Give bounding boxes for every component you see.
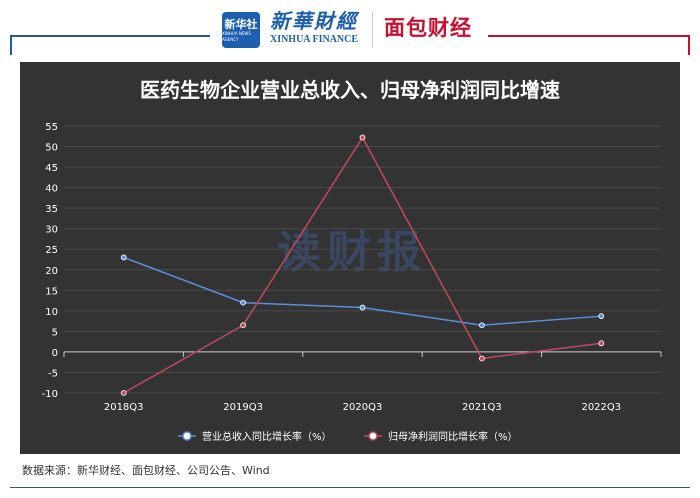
data-point <box>240 299 247 306</box>
x-tick-label: 2022Q3 <box>581 402 621 413</box>
header: 新华社 XINHUA NEWS AGENCY 新華財經 XINHUA FINAN… <box>0 0 700 58</box>
y-tick-label: -10 <box>42 389 58 400</box>
header-rule-left <box>10 35 210 37</box>
y-tick-label: 50 <box>45 143 58 154</box>
data-point <box>359 304 366 311</box>
y-tick-label: 40 <box>45 184 58 195</box>
series-line <box>123 256 602 326</box>
data-point <box>598 313 605 320</box>
y-tick-label: 55 <box>45 122 58 133</box>
x-tick-label: 2021Q3 <box>462 402 502 413</box>
y-tick-label: 20 <box>45 266 58 277</box>
x-tick-label: 2020Q3 <box>343 402 383 413</box>
x-tick-label: 2018Q3 <box>104 402 144 413</box>
data-point <box>240 322 247 329</box>
chart-title: 医药生物企业营业总收入、归母净利润同比增速 <box>140 78 560 102</box>
header-rule-right <box>488 35 690 37</box>
xinhua-logo-subtext: XINHUA NEWS AGENCY <box>222 30 251 42</box>
brand-chinese: 新華財經 <box>270 9 358 33</box>
header-rule-right-end <box>688 35 690 55</box>
data-point <box>478 355 485 362</box>
legend-label: 归母净利润同比增长率（%） <box>388 430 518 443</box>
y-tick-label: 10 <box>45 307 58 318</box>
y-tick-label: 45 <box>45 163 58 174</box>
brand-english: XINHUA FINANCE <box>269 34 359 45</box>
xinhua-finance-brand: 新華財經 XINHUA FINANCE <box>268 8 360 46</box>
data-point <box>120 254 127 261</box>
y-tick-label: 0 <box>52 348 58 359</box>
legend-swatch-marker <box>182 431 192 441</box>
brand-divider <box>372 12 373 48</box>
data-source: 数据来源：新华财经、面包财经、公司公告、Wind <box>22 464 270 477</box>
partner-brand: 面包财经 <box>384 16 472 40</box>
data-point <box>478 322 485 329</box>
xinhua-logo: 新华社 XINHUA NEWS AGENCY <box>222 12 260 48</box>
data-point <box>120 390 127 396</box>
data-point <box>598 340 605 347</box>
xinhua-logo-text: 新华社 <box>224 17 258 31</box>
series-line <box>123 136 602 394</box>
legend-swatch-marker <box>368 431 378 441</box>
y-tick-label: 5 <box>52 327 58 338</box>
y-tick-label: 25 <box>45 245 58 256</box>
data-point <box>359 134 366 141</box>
header-rule-left-end <box>10 35 12 55</box>
y-tick-label: -5 <box>48 368 58 379</box>
y-tick-label: 35 <box>45 204 58 215</box>
legend-label: 营业总收入同比增长率（%） <box>202 430 332 443</box>
x-tick-label: 2019Q3 <box>223 402 263 413</box>
footer-rule <box>10 487 690 488</box>
y-tick-label: 15 <box>45 286 58 297</box>
y-tick-label: 30 <box>45 225 58 236</box>
